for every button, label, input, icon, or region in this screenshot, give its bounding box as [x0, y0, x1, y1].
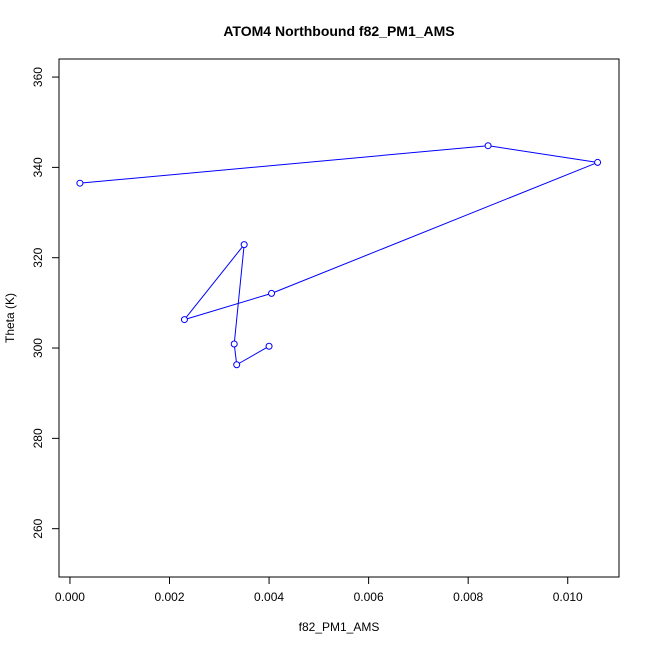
y-tick-label: 320 — [31, 247, 45, 267]
series-segment — [490, 145, 595, 163]
data-point — [265, 342, 273, 350]
chart-title: ATOM4 Northbound f82_PM1_AMS — [223, 23, 454, 39]
data-point — [594, 158, 602, 166]
y-tick-label: 280 — [31, 428, 45, 448]
plot-frame — [58, 58, 620, 578]
x-tick-label: 0.008 — [453, 590, 483, 604]
x-tick-label: 0.000 — [55, 590, 85, 604]
x-tick-label: 0.002 — [154, 590, 184, 604]
series-segment — [82, 145, 486, 184]
x-tick-label: 0.006 — [354, 590, 384, 604]
x-axis-label: f82_PM1_AMS — [299, 620, 380, 634]
y-axis: 260 280 300 320 340 360 — [31, 67, 60, 539]
series-segment — [274, 163, 595, 293]
data-point — [230, 340, 238, 348]
y-tick-label: 300 — [31, 338, 45, 358]
data-point — [233, 361, 241, 369]
data-point — [268, 289, 276, 297]
series-segment — [234, 247, 245, 342]
series-segment — [239, 347, 267, 364]
data-point — [484, 142, 492, 150]
x-tick-label: 0.010 — [553, 590, 583, 604]
y-tick-label: 360 — [31, 67, 45, 87]
series-segment — [185, 246, 243, 318]
series-segment — [187, 293, 269, 320]
y-axis-label: Theta (K) — [3, 293, 17, 343]
data-point — [240, 241, 248, 249]
data-point — [180, 316, 188, 324]
data-point — [76, 179, 84, 187]
y-tick-label: 340 — [31, 157, 45, 177]
x-axis: 0.000 0.002 0.004 0.006 0.008 0.010 — [55, 576, 583, 604]
y-tick-label: 260 — [31, 518, 45, 538]
x-tick-label: 0.004 — [254, 590, 284, 604]
series-segment — [234, 346, 237, 362]
series-layer — [76, 142, 602, 369]
